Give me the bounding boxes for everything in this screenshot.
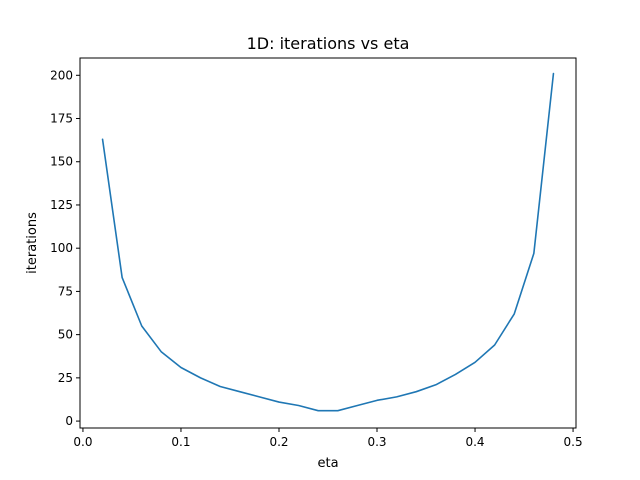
x-tick-label: 0.0 — [73, 435, 92, 449]
y-tick-label: 0 — [65, 414, 73, 428]
y-axis-label: iterations — [25, 212, 40, 274]
x-tick-label: 0.4 — [465, 435, 484, 449]
y-tick-label: 25 — [58, 371, 73, 385]
x-axis: 0.0 0.1 0.2 0.3 0.4 0.5 — [73, 428, 583, 449]
series-layer — [101, 72, 555, 412]
chart-title: 1D: iterations vs eta — [247, 34, 410, 53]
y-tick-label: 200 — [50, 68, 73, 82]
y-axis: 0 25 50 75 100 125 150 175 200 — [50, 68, 80, 428]
x-tick-label: 0.2 — [269, 435, 288, 449]
y-tick-label: 150 — [50, 155, 73, 169]
x-tick-label: 0.1 — [171, 435, 190, 449]
y-tick-label: 75 — [58, 284, 73, 298]
series-line — [101, 72, 555, 412]
x-tick-label: 0.3 — [367, 435, 386, 449]
y-tick-label: 125 — [50, 198, 73, 212]
plot-area: 0.0 0.1 0.2 0.3 0.4 0.5 0 25 50 75 100 125 150 175 20… — [50, 57, 583, 449]
x-tick-label: 0.5 — [564, 435, 583, 449]
y-tick-label: 100 — [50, 241, 73, 255]
y-tick-label: 50 — [58, 328, 73, 342]
plot-frame — [79, 57, 577, 429]
x-axis-label: eta — [317, 456, 338, 471]
y-tick-label: 175 — [50, 112, 73, 126]
